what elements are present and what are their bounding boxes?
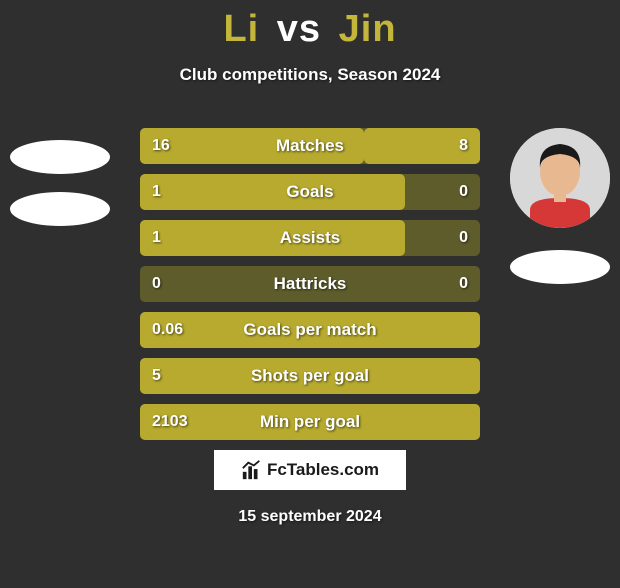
stat-row: 168Matches xyxy=(140,128,480,164)
stat-row: 2103Min per goal xyxy=(140,404,480,440)
logo-text: FcTables.com xyxy=(267,460,379,480)
fctables-logo: FcTables.com xyxy=(214,450,406,490)
stat-value-player2: 0 xyxy=(459,174,468,210)
stat-row: 0.06Goals per match xyxy=(140,312,480,348)
stat-bar-player2 xyxy=(364,128,480,164)
player1-club-badge xyxy=(10,140,110,174)
stat-row: 5Shots per goal xyxy=(140,358,480,394)
player1-club-badge-2 xyxy=(10,192,110,226)
stat-label: Hattricks xyxy=(140,266,480,302)
stat-value-player2: 0 xyxy=(459,266,468,302)
stat-bar-player1 xyxy=(140,404,480,440)
subtitle: Club competitions, Season 2024 xyxy=(0,65,620,85)
stats-table: 168Matches10Goals10Assists00Hattricks0.0… xyxy=(140,128,480,450)
stat-row: 10Goals xyxy=(140,174,480,210)
title-player2: Jin xyxy=(339,8,397,50)
comparison-card: Li vs Jin Club competitions, Season 2024… xyxy=(0,8,620,588)
title: Li vs Jin xyxy=(0,8,620,51)
chart-icon xyxy=(241,459,263,481)
stat-row: 0 0Hattricks xyxy=(140,266,480,302)
date: 15 september 2024 xyxy=(0,508,620,526)
stat-value-player2: 0 xyxy=(459,220,468,256)
player2-photo xyxy=(510,128,610,228)
title-player1: Li xyxy=(223,8,259,50)
stat-row: 10Assists xyxy=(140,220,480,256)
player1-column xyxy=(0,118,120,226)
stat-bar-player1 xyxy=(140,174,405,210)
stat-bar-player1 xyxy=(140,358,480,394)
stat-bar-player1 xyxy=(140,128,364,164)
player2-avatar xyxy=(510,128,610,228)
player2-column xyxy=(500,118,620,284)
player2-club-badge xyxy=(510,250,610,284)
stat-value-player1: 0 xyxy=(152,266,161,302)
title-vs: vs xyxy=(277,8,321,50)
stat-bar-player1 xyxy=(140,312,480,348)
stat-bar-player1 xyxy=(140,220,405,256)
